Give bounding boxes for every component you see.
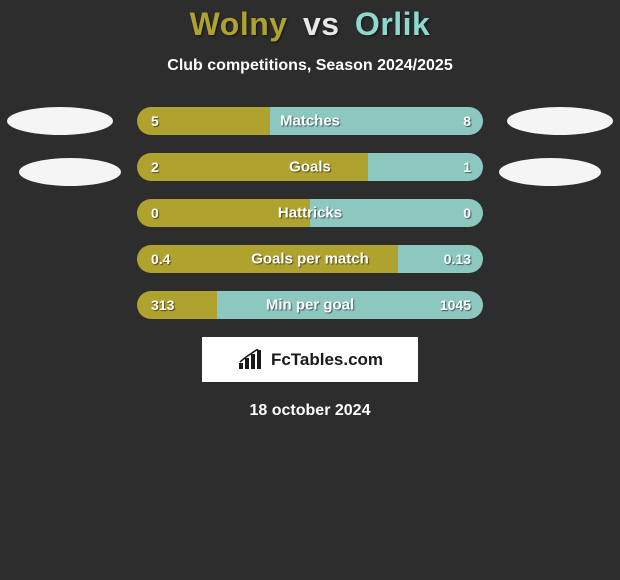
bar-label: Goals per match (251, 251, 369, 268)
decor-ellipse-left-2 (19, 158, 121, 186)
bar-label: Min per goal (266, 297, 354, 314)
bar-left-fill (137, 153, 368, 181)
comparison-bars: 5 8 Matches 2 1 Goals 0 0 Hattricks 0.4 0.13 Goals … (137, 107, 483, 319)
bar-label: Goals (289, 159, 331, 176)
bar-row: 0.4 0.13 Goals per match (137, 245, 483, 273)
chart-stage: 5 8 Matches 2 1 Goals 0 0 Hattricks 0.4 0.13 Goals … (0, 107, 620, 319)
subtitle: Club competitions, Season 2024/2025 (0, 57, 620, 75)
bar-right-value: 0 (463, 205, 471, 221)
page-title: Wolny vs Orlik (0, 6, 620, 43)
player2-name: Orlik (355, 6, 430, 42)
source-logo: FcTables.com (202, 337, 418, 382)
decor-ellipse-right-2 (499, 158, 601, 186)
bar-left-value: 0.4 (151, 251, 170, 267)
bar-left-fill (137, 291, 217, 319)
bar-right-value: 1045 (440, 297, 471, 313)
comparison-infographic: Wolny vs Orlik Club competitions, Season… (0, 0, 620, 420)
bar-right-value: 8 (463, 113, 471, 129)
bar-left-value: 5 (151, 113, 159, 129)
bar-left-value: 313 (151, 297, 174, 313)
bar-left-value: 0 (151, 205, 159, 221)
bar-row: 2 1 Goals (137, 153, 483, 181)
bar-right-value: 1 (463, 159, 471, 175)
bar-row: 313 1045 Min per goal (137, 291, 483, 319)
bar-label: Matches (280, 113, 340, 130)
bar-row: 0 0 Hattricks (137, 199, 483, 227)
bars-icon (237, 349, 265, 371)
date-label: 18 october 2024 (0, 402, 620, 420)
decor-ellipse-right-1 (507, 107, 613, 135)
bar-left-value: 2 (151, 159, 159, 175)
decor-ellipse-left-1 (7, 107, 113, 135)
bar-label: Hattricks (278, 205, 342, 222)
bar-row: 5 8 Matches (137, 107, 483, 135)
vs-separator: vs (303, 6, 340, 42)
player1-name: Wolny (190, 6, 288, 42)
bar-right-value: 0.13 (444, 251, 471, 267)
source-logo-text: FcTables.com (271, 350, 383, 370)
